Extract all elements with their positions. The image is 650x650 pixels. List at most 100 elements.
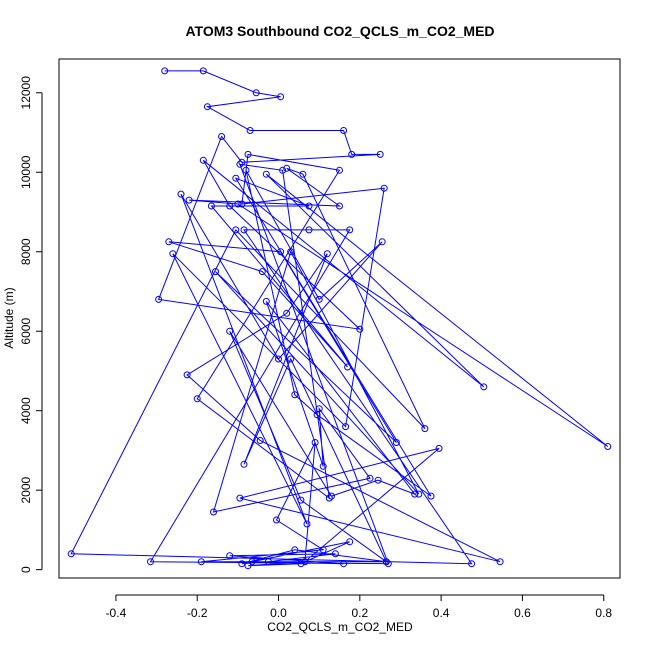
- data-point: [384, 560, 392, 568]
- x-tick-label: 0.6: [514, 606, 531, 620]
- data-point: [262, 297, 270, 305]
- data-point: [319, 462, 327, 470]
- data-point: [427, 492, 435, 500]
- data-point: [346, 226, 354, 234]
- data-point: [258, 268, 266, 276]
- series-layer: [67, 67, 612, 570]
- data-point: [212, 268, 219, 276]
- data-point: [169, 250, 177, 258]
- series-line: [70, 70, 609, 567]
- data-point: [435, 444, 443, 452]
- data-point: [226, 202, 234, 210]
- data-point: [291, 391, 299, 399]
- data-point: [199, 156, 207, 164]
- data-point: [303, 520, 311, 528]
- data-point: [240, 460, 248, 468]
- data-point: [378, 238, 386, 246]
- data-point: [236, 494, 244, 502]
- data-point: [207, 202, 215, 210]
- data-point: [297, 560, 305, 568]
- data-point: [376, 150, 384, 158]
- data-point: [226, 552, 234, 560]
- y-tick-label: 4000: [19, 397, 33, 424]
- data-point: [380, 184, 388, 192]
- data-point: [283, 164, 291, 172]
- data-point: [287, 248, 295, 256]
- data-point: [313, 411, 321, 419]
- data-point: [299, 170, 307, 178]
- data-point: [415, 490, 423, 498]
- data-point: [346, 538, 354, 546]
- data-point: [315, 405, 323, 413]
- data-point: [155, 295, 163, 303]
- data-point: [336, 166, 343, 174]
- data-point: [262, 170, 270, 178]
- data-point: [480, 383, 488, 391]
- data-point: [283, 309, 291, 317]
- data-point: [256, 437, 264, 444]
- data-point: [315, 295, 323, 303]
- x-tick-label: 0.2: [351, 606, 368, 620]
- data-point: [327, 492, 335, 500]
- data-point: [340, 127, 348, 134]
- data-point: [287, 355, 295, 363]
- data-point: [279, 166, 287, 174]
- y-tick-label: 10000: [19, 155, 33, 189]
- y-tick-label: 0: [19, 566, 33, 573]
- data-point: [297, 496, 305, 504]
- data-point: [234, 200, 242, 208]
- data-point: [246, 127, 254, 134]
- data-point: [226, 327, 234, 335]
- data-point: [374, 476, 382, 484]
- data-point: [366, 474, 374, 482]
- data-point: [161, 67, 169, 75]
- data-point: [331, 550, 339, 558]
- data-point: [277, 248, 285, 256]
- data-point: [67, 550, 75, 558]
- data-point: [203, 103, 211, 111]
- data-point: [252, 89, 260, 97]
- x-tick-label: -0.2: [187, 606, 208, 620]
- data-point: [348, 150, 356, 158]
- data-point: [183, 371, 191, 379]
- data-point: [319, 546, 327, 554]
- data-point: [336, 202, 343, 210]
- y-tick-label: 8000: [19, 238, 33, 265]
- x-axis-label: CO2_QCLS_m_CO2_MED: [267, 620, 413, 634]
- data-point: [305, 202, 313, 210]
- data-point: [277, 93, 285, 101]
- data-point: [242, 166, 250, 174]
- data-point: [193, 395, 201, 403]
- data-point: [382, 558, 390, 566]
- y-tick-label: 2000: [19, 477, 33, 504]
- data-point: [291, 546, 299, 554]
- x-tick-label: 0.8: [595, 606, 612, 620]
- data-point: [244, 562, 252, 570]
- x-tick-label: 0.0: [270, 606, 287, 620]
- data-point: [323, 250, 331, 258]
- data-point: [311, 439, 319, 446]
- data-point: [240, 226, 248, 234]
- data-point: [496, 558, 504, 566]
- data-point: [305, 226, 313, 234]
- data-point: [199, 67, 207, 75]
- data-point: [197, 558, 205, 566]
- data-point: [604, 443, 612, 450]
- y-tick-label: 12000: [19, 76, 33, 110]
- data-point: [342, 423, 350, 431]
- data-point: [248, 558, 256, 566]
- data-point: [218, 133, 226, 140]
- data-point: [238, 200, 246, 208]
- data-point: [232, 174, 240, 182]
- data-point: [147, 558, 154, 566]
- data-point: [185, 196, 193, 204]
- x-tick-label: 0.4: [433, 606, 450, 620]
- chart-title: ATOM3 Southbound CO2_QCLS_m_CO2_MED: [185, 23, 494, 39]
- y-axis-label: Altitude (m): [2, 287, 16, 348]
- data-point: [325, 494, 333, 502]
- data-point: [232, 226, 240, 234]
- y-tick-label: 6000: [19, 318, 33, 345]
- data-point: [238, 560, 246, 568]
